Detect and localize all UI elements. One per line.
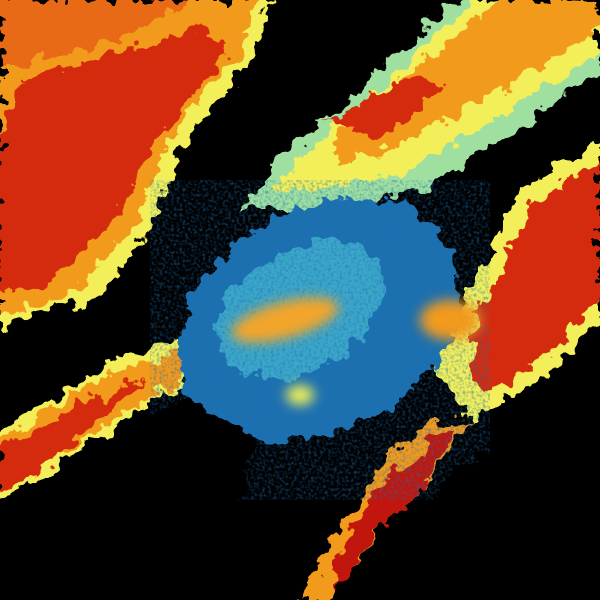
- echo-band-upper-right: [240, 0, 600, 210]
- echo-band-upper-left: [0, 0, 275, 330]
